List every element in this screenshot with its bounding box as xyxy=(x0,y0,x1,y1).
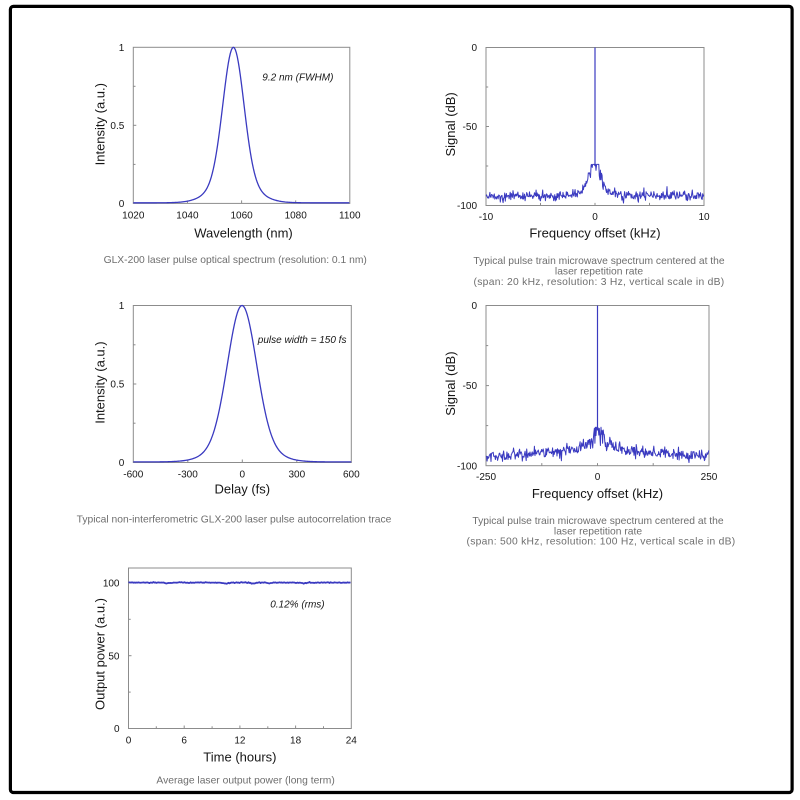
svg-text:0: 0 xyxy=(240,470,246,481)
svg-text:-100: -100 xyxy=(457,461,477,472)
svg-text:Frequency offset (kHz): Frequency offset (kHz) xyxy=(529,226,660,241)
svg-text:Typical pulse train microwave: Typical pulse train microwave spectrum c… xyxy=(473,256,725,267)
svg-text:Average laser output power (lo: Average laser output power (long term) xyxy=(156,776,334,787)
svg-text:6: 6 xyxy=(181,736,187,747)
svg-text:12: 12 xyxy=(234,736,246,747)
svg-text:1040: 1040 xyxy=(176,210,199,221)
svg-text:(span: 20 kHz, resolution: 3 H: (span: 20 kHz, resolution: 3 Hz, vertica… xyxy=(474,277,725,288)
svg-text:GLX-200 laser pulse optical sp: GLX-200 laser pulse optical spectrum (re… xyxy=(104,255,367,266)
svg-text:Typical pulse train microwave: Typical pulse train microwave spectrum c… xyxy=(472,516,724,527)
svg-text:0.12% (rms): 0.12% (rms) xyxy=(270,600,324,611)
svg-text:100: 100 xyxy=(103,579,120,590)
svg-text:1060: 1060 xyxy=(230,210,253,221)
svg-text:600: 600 xyxy=(343,470,360,481)
svg-text:0.5: 0.5 xyxy=(110,380,124,391)
svg-text:1020: 1020 xyxy=(122,210,145,221)
svg-text:Time (hours): Time (hours) xyxy=(203,749,276,764)
svg-text:1: 1 xyxy=(119,301,125,312)
svg-text:0: 0 xyxy=(114,724,120,735)
svg-text:1: 1 xyxy=(119,43,125,54)
svg-text:Typical non-interferometric GL: Typical non-interferometric GLX-200 lase… xyxy=(77,514,392,525)
svg-text:1080: 1080 xyxy=(285,210,308,221)
svg-text:-300: -300 xyxy=(178,470,198,481)
svg-text:-600: -600 xyxy=(123,470,143,481)
svg-text:Signal (dB): Signal (dB) xyxy=(443,92,458,156)
svg-text:250: 250 xyxy=(701,472,718,483)
svg-text:Intensity (a.u.): Intensity (a.u.) xyxy=(93,83,108,165)
svg-text:24: 24 xyxy=(346,736,358,747)
svg-text:Intensity (a.u.): Intensity (a.u.) xyxy=(93,341,108,423)
svg-text:Frequency offset (kHz): Frequency offset (kHz) xyxy=(532,486,663,501)
svg-text:0: 0 xyxy=(595,472,601,483)
svg-text:-10: -10 xyxy=(479,212,494,223)
svg-text:Delay (fs): Delay (fs) xyxy=(214,481,270,496)
svg-text:0: 0 xyxy=(119,199,125,210)
svg-text:18: 18 xyxy=(290,736,302,747)
svg-text:-250: -250 xyxy=(476,472,496,483)
svg-text:pulse width = 150 fs: pulse width = 150 fs xyxy=(257,335,347,346)
svg-text:Signal (dB): Signal (dB) xyxy=(443,351,458,415)
svg-text:0: 0 xyxy=(126,736,132,747)
svg-text:0.5: 0.5 xyxy=(110,121,124,132)
svg-text:1100: 1100 xyxy=(339,210,361,221)
svg-text:Wavelength (nm): Wavelength (nm) xyxy=(194,226,293,241)
svg-text:(span: 500 kHz, resolution: 10: (span: 500 kHz, resolution: 100 Hz, vert… xyxy=(467,537,736,548)
svg-text:-50: -50 xyxy=(463,381,478,392)
svg-text:-100: -100 xyxy=(457,201,477,212)
svg-text:laser repetition rate: laser repetition rate xyxy=(555,266,643,277)
svg-text:50: 50 xyxy=(108,651,120,662)
svg-text:0: 0 xyxy=(471,43,477,54)
svg-text:0: 0 xyxy=(119,458,125,469)
svg-text:300: 300 xyxy=(288,470,305,481)
svg-text:9.2 nm (FWHM): 9.2 nm (FWHM) xyxy=(262,73,333,84)
svg-text:Output power (a.u.): Output power (a.u.) xyxy=(93,598,108,710)
svg-text:-50: -50 xyxy=(463,122,478,133)
svg-text:0: 0 xyxy=(471,301,477,312)
svg-text:laser repetition rate: laser repetition rate xyxy=(554,526,642,537)
svg-text:10: 10 xyxy=(698,212,710,223)
svg-text:0: 0 xyxy=(592,212,598,223)
